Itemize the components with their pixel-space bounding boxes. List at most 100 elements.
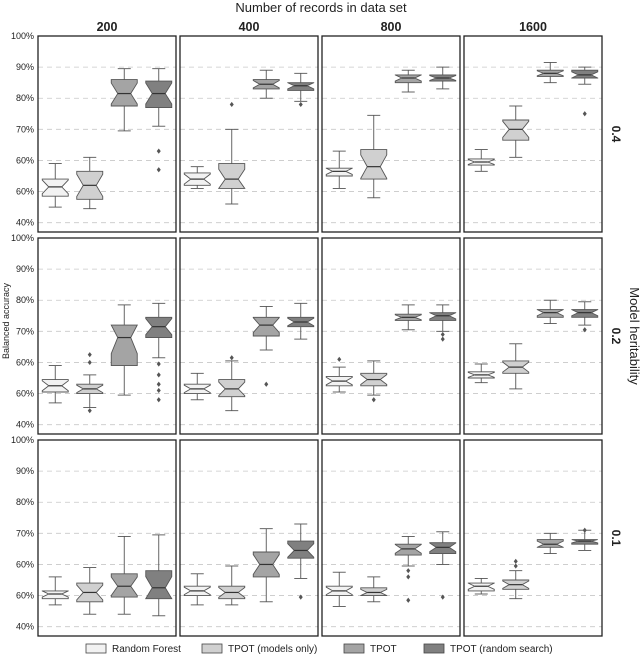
y-tick-label: 80% xyxy=(16,295,34,305)
box-body xyxy=(145,316,173,339)
outlier-point xyxy=(440,594,445,600)
box-body xyxy=(144,570,173,600)
outlier-point xyxy=(156,397,161,403)
y-tick-label: 90% xyxy=(16,466,34,476)
outlier-point xyxy=(582,327,587,333)
legend-item-tpot-random-search-: TPOT (random search) xyxy=(423,643,553,655)
panel-0.1-400 xyxy=(179,439,319,637)
outlier-point xyxy=(406,568,411,574)
box-tpot-models-only- xyxy=(76,567,104,615)
panel-0.1-200 xyxy=(37,439,177,637)
legend-label: TPOT (random search) xyxy=(450,644,553,655)
box-body xyxy=(325,167,353,177)
box-tpot-random-search- xyxy=(571,301,599,333)
box-body xyxy=(536,539,564,548)
panel-0.1-800 xyxy=(321,439,461,637)
box-body xyxy=(429,312,457,321)
column-title-1600: 1600 xyxy=(519,20,547,34)
outlier-point xyxy=(440,336,445,342)
outlier-point xyxy=(156,361,161,367)
panel-0.2-800 xyxy=(321,237,461,435)
panel-frame xyxy=(179,35,319,233)
box-tpot xyxy=(536,532,564,555)
box-tpot xyxy=(394,304,422,331)
box-body xyxy=(360,587,388,597)
y-tick-label: 60% xyxy=(16,389,34,399)
panel-frame xyxy=(463,439,603,637)
outlier-point xyxy=(513,563,518,569)
y-tick-label: 60% xyxy=(16,187,34,197)
legend-swatch xyxy=(201,643,223,654)
box-body xyxy=(429,542,457,555)
box-body xyxy=(41,590,69,600)
panel-frame xyxy=(321,237,461,435)
box-tpot xyxy=(252,69,280,99)
box-tpot-random-search- xyxy=(429,66,457,90)
box-body xyxy=(394,74,422,84)
outlier-point xyxy=(156,381,161,387)
box-tpot-models-only- xyxy=(76,352,104,414)
box-tpot-random-search- xyxy=(287,302,315,340)
y-tick-label: 60% xyxy=(16,357,34,367)
outlier-point xyxy=(229,355,234,361)
column-title-400: 400 xyxy=(239,20,260,34)
outlier-point xyxy=(87,359,92,366)
legend-swatch xyxy=(343,643,365,654)
box-tpot-models-only- xyxy=(360,114,388,199)
legend-swatch xyxy=(423,643,445,654)
box-tpot-models-only- xyxy=(218,565,246,606)
box-tpot xyxy=(394,69,422,93)
panel-0.2-1600 xyxy=(463,237,603,435)
box-body xyxy=(360,149,388,180)
legend-label: TPOT (models only) xyxy=(228,644,317,655)
panel-frame xyxy=(179,237,319,435)
outlier-point xyxy=(156,148,161,154)
box-body xyxy=(571,539,599,545)
box-tpot xyxy=(110,68,138,132)
box-random-forest xyxy=(467,363,495,384)
box-body xyxy=(218,379,246,398)
y-tick-label: 60% xyxy=(16,155,34,165)
row-label-0.1: 0.1 xyxy=(609,530,623,547)
y-tick-label: 40% xyxy=(16,420,34,430)
panel-0.2-400 xyxy=(179,237,319,435)
outlier-point xyxy=(87,408,92,414)
column-title-800: 800 xyxy=(381,20,402,34)
y-tick-label: 90% xyxy=(16,264,34,274)
outlier-point xyxy=(264,381,269,387)
box-random-forest xyxy=(41,163,69,208)
box-tpot xyxy=(252,305,280,387)
outlier-point xyxy=(513,558,518,564)
outlier-point xyxy=(298,594,303,600)
y-tick-label: 40% xyxy=(16,218,34,228)
box-body xyxy=(145,80,173,109)
panel-frame xyxy=(37,35,177,233)
y-tick-label: 80% xyxy=(16,93,34,103)
legend-item-tpot-models-only-: TPOT (models only) xyxy=(201,643,317,655)
box-tpot xyxy=(110,535,138,615)
legend-label: Random Forest xyxy=(112,644,181,655)
box-random-forest xyxy=(41,576,69,606)
y-tick-label: 70% xyxy=(16,528,34,538)
box-random-forest xyxy=(325,150,353,189)
box-tpot-random-search- xyxy=(287,72,315,108)
y-tick-label: 40% xyxy=(16,622,34,632)
panel-0.4-800 xyxy=(321,35,461,233)
outlier-point xyxy=(87,352,92,358)
box-tpot-models-only- xyxy=(360,360,388,403)
legend-item-tpot: TPOT xyxy=(343,643,397,655)
legend: Random Forest TPOT (models only) TPOT TPOT … xyxy=(85,643,553,655)
box-body xyxy=(394,543,422,556)
panel-0.1-1600 xyxy=(463,439,603,637)
y-tick-label: 100% xyxy=(11,233,34,243)
outlier-point xyxy=(156,372,161,378)
y-axis-label: Balanced accuracy xyxy=(1,282,11,359)
box-tpot-random-search- xyxy=(145,302,173,403)
outlier-point xyxy=(406,574,411,580)
box-tpot-random-search- xyxy=(571,66,599,117)
box-tpot-random-search- xyxy=(429,304,457,342)
box-tpot-models-only- xyxy=(218,355,246,412)
chart-title: Number of records in data set xyxy=(235,0,407,15)
outlier-point xyxy=(440,331,445,338)
box-random-forest xyxy=(325,356,353,393)
